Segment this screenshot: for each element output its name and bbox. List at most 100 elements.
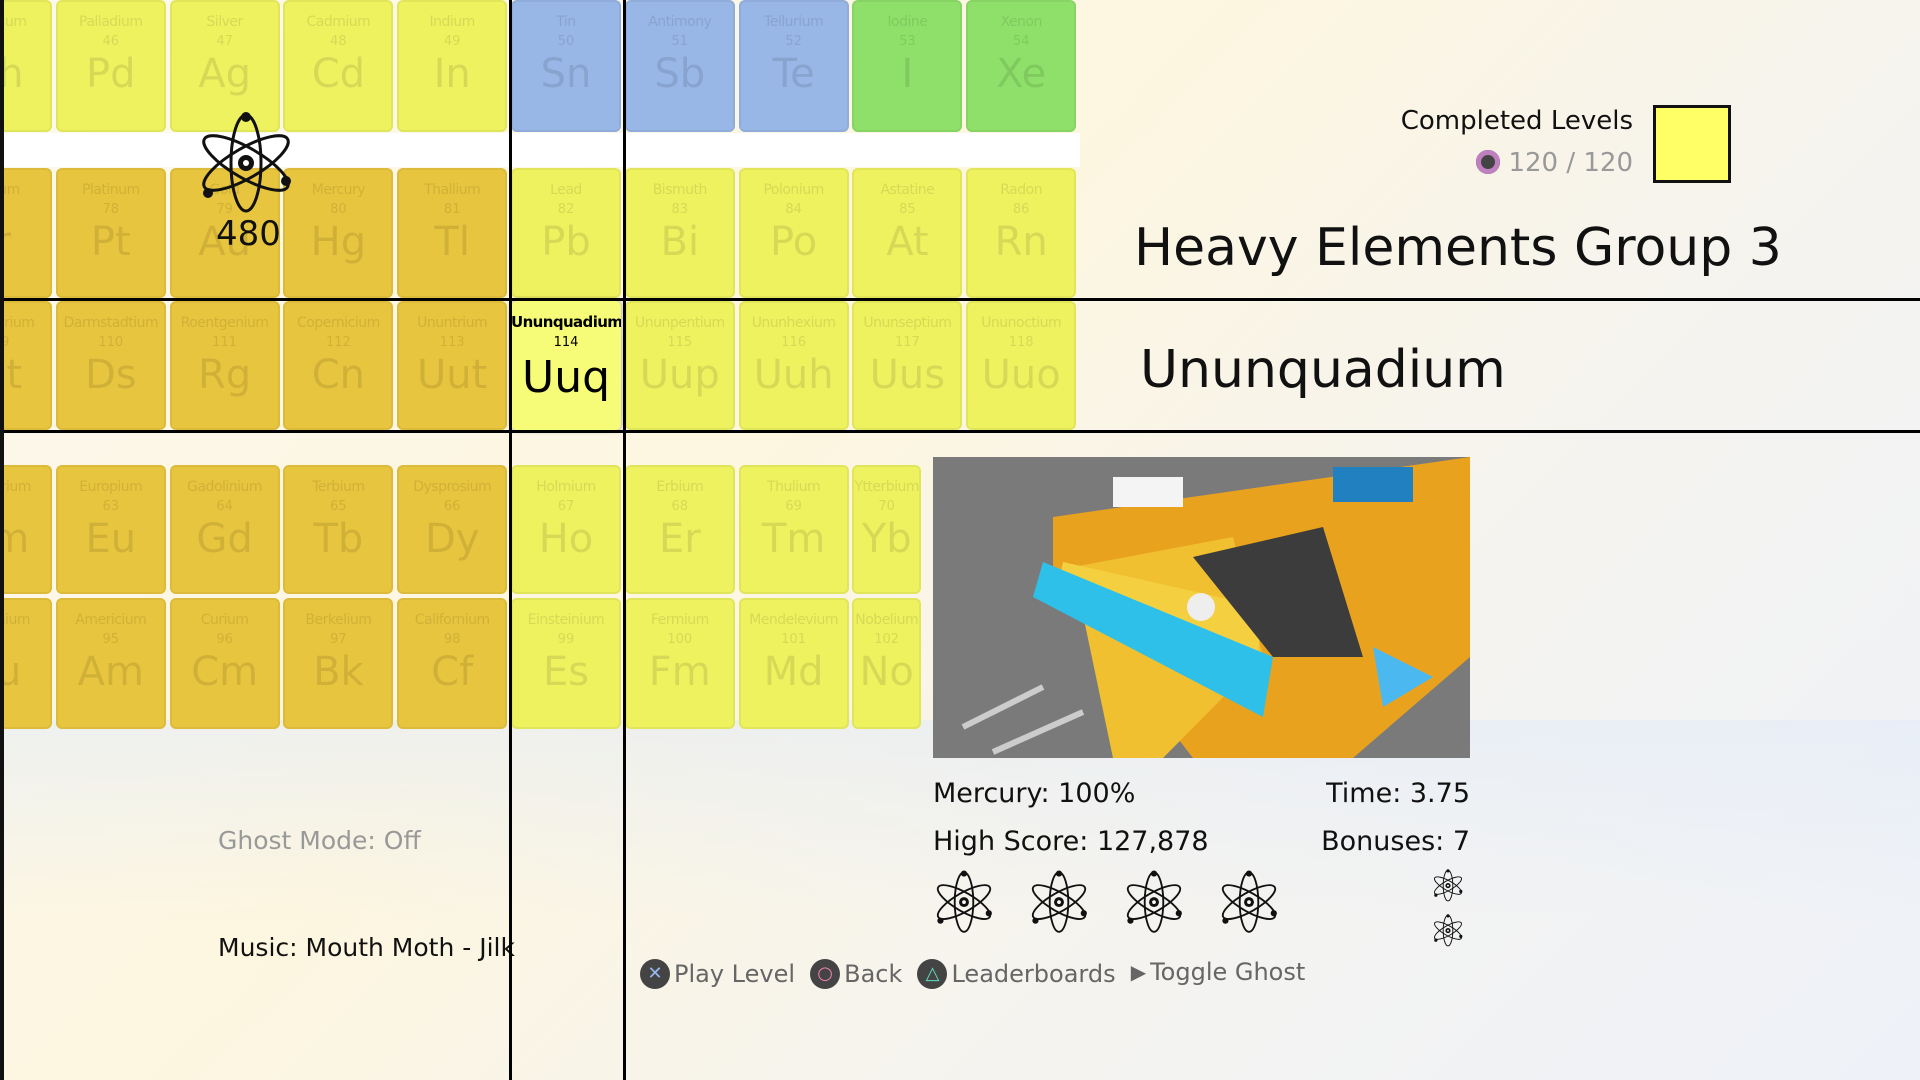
element-cell-hg[interactable]: Mercury 80 Hg bbox=[283, 168, 394, 298]
atomic-number: 52 bbox=[785, 34, 802, 49]
atomic-number: 78 bbox=[102, 202, 120, 217]
element-cell-rn[interactable]: Radon 86 Rn bbox=[966, 168, 1077, 298]
element-cell-mt[interactable]: Meitnerium 109 Mt bbox=[0, 301, 52, 430]
element-cell-tl[interactable]: Thallium 81 Tl bbox=[397, 168, 508, 298]
element-name: Roentgenium bbox=[180, 315, 269, 331]
bonus-atoms bbox=[1432, 868, 1472, 958]
element-cell-pd[interactable]: Palladium 46 Pd bbox=[55, 0, 166, 132]
element-cell-tm[interactable]: Thulium 69 Tm bbox=[738, 465, 849, 594]
atomic-number: 70 bbox=[878, 499, 895, 514]
atom-icon bbox=[933, 868, 995, 940]
element-cell-uup[interactable]: Ununpentium 115 Uup bbox=[624, 301, 735, 430]
element-symbol: Mt bbox=[0, 352, 23, 398]
element-cell-uut[interactable]: Ununtrium 113 Uut bbox=[397, 301, 508, 430]
atomic-number: 53 bbox=[899, 34, 916, 49]
element-symbol: Pb bbox=[541, 219, 591, 265]
element-cell-rg[interactable]: Roentgenium 111 Rg bbox=[169, 301, 280, 430]
mercury-percent: Mercury: 100% bbox=[933, 778, 1136, 809]
element-name: Plutonium bbox=[0, 612, 31, 628]
element-cell-bi[interactable]: Bismuth 83 Bi bbox=[624, 168, 735, 298]
atomic-number: 102 bbox=[874, 632, 900, 647]
element-cell-tb[interactable]: Terbium 65 Tb bbox=[283, 465, 394, 594]
element-cell-pt[interactable]: Platinum 78 Pt bbox=[55, 168, 166, 298]
element-cell-es[interactable]: Einsteinium 99 Es bbox=[511, 598, 621, 729]
element-cell-uuq[interactable]: Ununquadium 114 Uuq bbox=[511, 301, 621, 430]
element-cell-am[interactable]: Americium 95 Am bbox=[55, 598, 166, 729]
element-cell-uuo[interactable]: Ununoctium 118 Uuo bbox=[966, 301, 1077, 430]
element-cell-ir[interactable]: Iridium 77 Ir bbox=[0, 168, 52, 298]
atomic-number: 117 bbox=[894, 335, 920, 350]
element-cell-ho[interactable]: Holmium 67 Ho bbox=[511, 465, 621, 594]
element-name: Ytterbium bbox=[854, 479, 920, 495]
element-cell-eu[interactable]: Europium 63 Eu bbox=[55, 465, 166, 594]
completed-levels-label: Completed Levels bbox=[1400, 106, 1633, 136]
element-name: Nobelium bbox=[855, 612, 919, 628]
element-name: Tellurium bbox=[764, 14, 824, 30]
button-prompts: ✕ Play Level ○ Back △ Leaderboards ▶ Toggle … bbox=[640, 958, 1315, 989]
element-cell-pb[interactable]: Lead 82 Pb bbox=[511, 168, 621, 298]
element-name: Indium bbox=[429, 14, 476, 30]
element-cell-uuh[interactable]: Ununhexium 116 Uuh bbox=[738, 301, 849, 430]
element-symbol: Uut bbox=[417, 352, 488, 398]
element-cell-md[interactable]: Mendelevium 101 Md bbox=[738, 598, 849, 729]
atomic-number: 95 bbox=[102, 632, 120, 647]
element-cell-po[interactable]: Polonium 84 Po bbox=[738, 168, 849, 298]
element-cell-cm[interactable]: Curium 96 Cm bbox=[169, 598, 280, 729]
triangle-button-icon: △ bbox=[917, 958, 948, 989]
atomic-number: 94 bbox=[0, 632, 52, 647]
element-cell-cd[interactable]: Cadmium 48 Cd bbox=[283, 0, 394, 132]
element-cell-te[interactable]: Tellurium 52 Te bbox=[738, 0, 849, 132]
atomic-number: 84 bbox=[785, 202, 802, 217]
atomic-number: 97 bbox=[330, 632, 347, 647]
shoulder-button-icon: ▶ bbox=[1130, 960, 1147, 984]
element-symbol: Es bbox=[542, 649, 590, 695]
back-button[interactable]: ○ Back bbox=[810, 958, 902, 989]
element-cell-in[interactable]: Indium 49 In bbox=[397, 0, 508, 132]
element-cell-i[interactable]: Iodine 53 I bbox=[852, 0, 963, 132]
element-cell-yb[interactable]: Ytterbium 70 Yb bbox=[852, 465, 921, 594]
element-cell-bk[interactable]: Berkelium 97 Bk bbox=[283, 598, 394, 729]
element-cell-cn[interactable]: Copernicium 112 Cn bbox=[283, 301, 394, 430]
element-symbol: Pd bbox=[86, 51, 136, 97]
atomic-number: 111 bbox=[212, 335, 237, 350]
element-cell-uus[interactable]: Ununseptium 117 Uus bbox=[852, 301, 963, 430]
element-cell-sb[interactable]: Antimony 51 Sb bbox=[624, 0, 735, 132]
element-cell-xe[interactable]: Xenon 54 Xe bbox=[966, 0, 1077, 132]
element-name: Ununhexium bbox=[751, 315, 836, 331]
element-cell-gd[interactable]: Gadolinium 64 Gd bbox=[169, 465, 280, 594]
leaderboards-button[interactable]: △ Leaderboards bbox=[917, 958, 1116, 989]
element-name: Fermium bbox=[650, 612, 709, 628]
element-cell-ag[interactable]: Silver 47 Ag bbox=[169, 0, 280, 132]
element-symbol: Ho bbox=[538, 516, 594, 562]
element-cell-ds[interactable]: Darmstadtium 110 Ds bbox=[55, 301, 166, 430]
cross-button-icon: ✕ bbox=[640, 958, 670, 989]
atomic-number: 99 bbox=[557, 632, 575, 647]
atom-icon bbox=[1028, 868, 1090, 940]
element-cell-dy[interactable]: Dysprosium 66 Dy bbox=[397, 465, 508, 594]
element-symbol: Am bbox=[77, 649, 144, 695]
element-symbol: Pt bbox=[90, 219, 131, 265]
element-cell-cf[interactable]: Californium 98 Cf bbox=[397, 598, 508, 729]
element-cell-fm[interactable]: Fermium 100 Fm bbox=[624, 598, 735, 729]
element-cell-sn[interactable]: Tin 50 Sn bbox=[511, 0, 621, 132]
play-level-button[interactable]: ✕ Play Level bbox=[640, 958, 795, 989]
atomic-number: 54 bbox=[1012, 34, 1030, 49]
element-symbol: At bbox=[886, 219, 929, 265]
element-name: Darmstadtium bbox=[63, 315, 159, 331]
element-cell-pu[interactable]: Plutonium 94 Pu bbox=[0, 598, 52, 729]
element-cell-rh[interactable]: Rhodium 45 Rh bbox=[0, 0, 52, 132]
atom-counter: 480 bbox=[196, 108, 296, 254]
element-cell-sm[interactable]: Samarium 62 Sm bbox=[0, 465, 52, 594]
element-name: Mercury bbox=[311, 182, 366, 198]
toggle-ghost-button[interactable]: ▶ Toggle Ghost bbox=[1131, 958, 1306, 986]
element-symbol: No bbox=[859, 649, 914, 695]
element-name: Thallium bbox=[424, 182, 481, 198]
element-cell-no[interactable]: Nobelium 102 No bbox=[852, 598, 921, 729]
element-cell-er[interactable]: Erbium 68 Er bbox=[624, 465, 735, 594]
element-cell-at[interactable]: Astatine 85 At bbox=[852, 168, 963, 298]
screen-edge bbox=[0, 0, 4, 1080]
element-symbol: Bk bbox=[313, 649, 364, 695]
atomic-number: 85 bbox=[899, 202, 916, 217]
leaderboards-label: Leaderboards bbox=[951, 959, 1116, 988]
element-name: Mendelevium bbox=[749, 612, 838, 628]
